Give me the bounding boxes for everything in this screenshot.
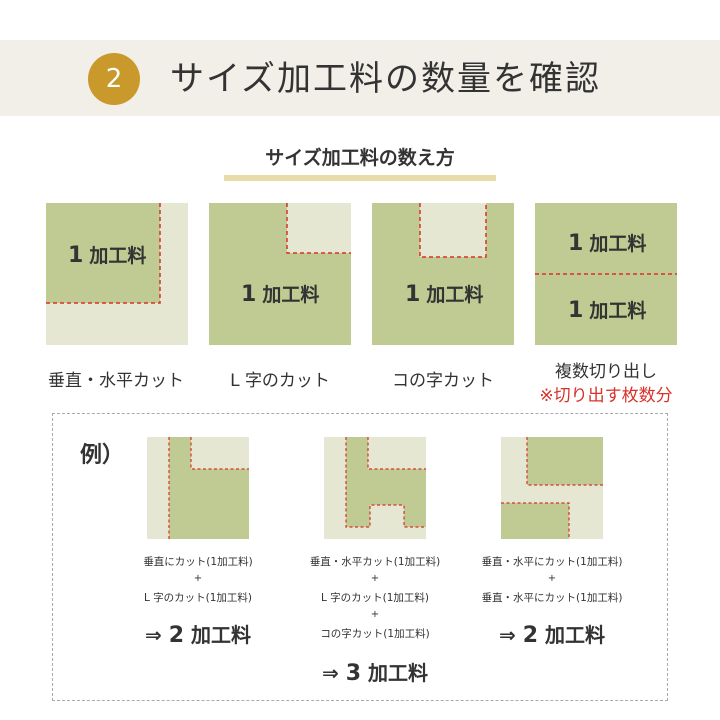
- section-subtitle: サイズ加工料の数え方: [265, 147, 455, 169]
- example-1-result: ⇒ 2 加工料: [144, 623, 251, 648]
- example-1-line-2: L 字のカット(1加工料): [143, 592, 253, 604]
- example-2-line-2: L 字のカット(1加工料): [320, 592, 430, 604]
- pattern-1-caption: 垂直・水平カット: [48, 371, 184, 391]
- example-2-result: ⇒ 3 加工料: [321, 661, 428, 686]
- pattern-1-label: 1 加工料: [68, 243, 147, 268]
- example-3-diagram: [501, 437, 603, 539]
- example-3-line-1: 垂直・水平にカット(1加工料): [481, 556, 623, 568]
- pattern-4-caption: 複数切り出し: [555, 362, 657, 382]
- step-number-badge: 2: [88, 53, 140, 105]
- example-2-line-1: 垂直・水平カット(1加工料): [309, 556, 441, 568]
- pattern-4-label-top: 1 加工料: [568, 231, 647, 256]
- page-title: サイズ加工料の数量を確認: [170, 59, 601, 99]
- pattern-4-label-bottom: 1 加工料: [568, 298, 647, 323]
- pattern-2-caption: L 字のカット: [230, 371, 330, 391]
- subtitle-underline: [224, 175, 496, 181]
- example-2-diagram: [324, 437, 426, 539]
- pattern-3-caption: コの字カット: [392, 371, 494, 391]
- pattern-straight-cut-diagram: [46, 203, 188, 345]
- pattern-multi-cut-diagram: [535, 203, 677, 345]
- example-3-result: ⇒ 2 加工料: [498, 623, 605, 648]
- pattern-u-cut-diagram: [372, 203, 514, 345]
- example-2-plus-1: +: [370, 573, 380, 584]
- example-2-line-3: コの字カット(1加工料): [320, 628, 430, 640]
- example-3-plus: +: [547, 573, 557, 584]
- pattern-4-note: ※切り出す枚数分: [539, 386, 673, 406]
- pattern-2-label: 1 加工料: [241, 282, 320, 307]
- pattern-3-label: 1 加工料: [405, 282, 484, 307]
- example-1-plus: +: [193, 573, 203, 584]
- example-3-line-2: 垂直・水平にカット(1加工料): [481, 592, 623, 604]
- examples-box: [52, 413, 668, 701]
- pattern-l-cut-diagram: [209, 203, 351, 345]
- examples-label: 例）: [80, 443, 125, 468]
- example-2-plus-2: +: [370, 609, 380, 620]
- example-1-line-1: 垂直にカット(1加工料): [143, 556, 253, 568]
- example-1-diagram: [147, 437, 249, 539]
